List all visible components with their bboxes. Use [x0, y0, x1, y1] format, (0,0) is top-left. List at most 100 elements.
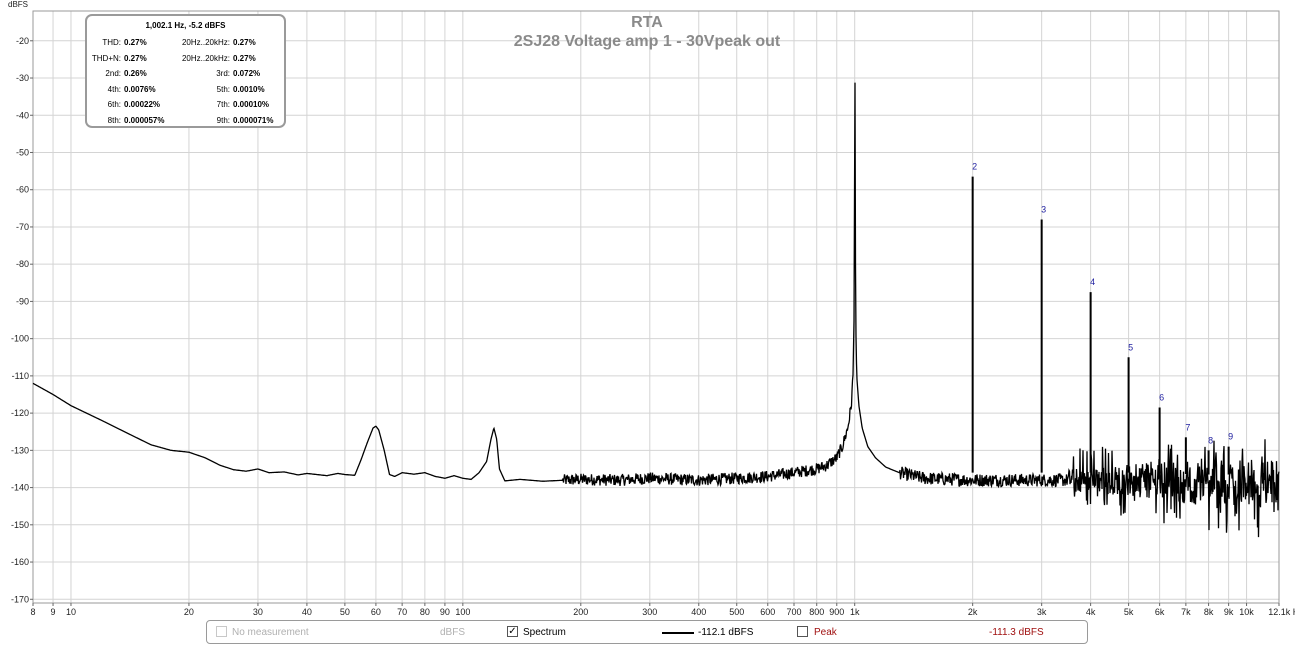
y-tick-label: -120	[11, 408, 29, 418]
y-tick-label: -160	[11, 557, 29, 567]
x-tick-label: 50	[340, 607, 350, 617]
x-tick-label: 8k	[1204, 607, 1214, 617]
stats-left-value: 0.26%	[124, 69, 147, 78]
y-tick-label: -70	[16, 222, 29, 232]
unit-label: dBFS	[440, 627, 466, 638]
stats-left-label: THD+N:	[91, 53, 121, 63]
x-tick-label: 7k	[1181, 607, 1191, 617]
stats-right-label: 9th:	[216, 115, 230, 125]
stats-right-value: 0.0010%	[233, 84, 265, 94]
x-tick-label: 600	[760, 607, 775, 617]
distortion-stats-panel[interactable]: 1,002.1 Hz, -5.2 dBFS THD: 0.27% 20Hz..20k…	[85, 14, 286, 128]
spectrum-checkbox[interactable]: ✓	[507, 626, 518, 637]
harmonic-label: 3	[1041, 205, 1046, 215]
x-tick-label: 300	[642, 607, 657, 617]
plot-frame	[32, 10, 1280, 604]
stats-right-value: 0.27%	[233, 53, 256, 63]
stats-right-value: 0.072%	[233, 69, 261, 78]
harmonic-label: 8	[1208, 435, 1213, 445]
y-tick-label: -30	[16, 73, 29, 83]
y-tick-label: -170	[11, 594, 29, 604]
x-tick-label: 90	[440, 607, 450, 617]
x-tick-label: 12.1k Hz	[1268, 607, 1295, 617]
x-tick-label: 9k	[1224, 607, 1234, 617]
stats-row: 4th: 0.0076% 5th: 0.0010%	[87, 85, 284, 97]
stats-row: THD: 0.27% 20Hz..20kHz: 0.27%	[87, 38, 284, 50]
y-tick-label: -130	[11, 445, 29, 455]
stats-right-label: 20Hz..20kHz:	[181, 53, 230, 63]
y-axis-ticks: -20 -30 -40 -50 -60 -70 -80 -90 -100 -110 -120 -130…	[11, 36, 33, 604]
x-tick-label: 700	[786, 607, 801, 617]
peak-label: Peak	[814, 627, 837, 638]
harmonic-label: 7	[1185, 422, 1190, 432]
rta-chart[interactable]: -20 -30 -40 -50 -60 -70 -80 -90 -100 -110 -120 -130…	[0, 0, 1295, 620]
stats-left-value: 0.000057%	[124, 115, 165, 125]
spectrum-line	[32, 82, 1280, 538]
chart-subtitle: 2SJ28 Voltage amp 1 - 30Vpeak out	[514, 33, 781, 50]
y-tick-label: -110	[12, 371, 29, 381]
stats-right-label: 5th:	[216, 84, 230, 94]
stats-row: 8th: 0.000057% 9th: 0.000071%	[87, 116, 284, 128]
harmonic-label: 2	[972, 162, 977, 172]
x-tick-label: 6k	[1155, 607, 1165, 617]
stats-left-label: THD:	[102, 38, 121, 47]
y-tick-label: -20	[16, 36, 29, 46]
stats-left-label: 8th:	[107, 115, 121, 125]
x-tick-label: 500	[729, 607, 744, 617]
harmonic-label: 4	[1090, 277, 1095, 287]
harmonic-label: 6	[1159, 393, 1164, 403]
y-tick-label: -80	[16, 259, 29, 269]
y-axis-label: dBFS	[8, 0, 28, 9]
x-tick-label: 900	[829, 607, 844, 617]
stats-left-label: 6th:	[107, 100, 121, 109]
x-tick-label: 4k	[1086, 607, 1096, 617]
x-tick-label: 9	[51, 607, 56, 617]
stats-right-label: 20Hz..20kHz:	[181, 38, 230, 47]
y-tick-label: -50	[16, 147, 29, 157]
x-tick-label: 3k	[1037, 607, 1047, 617]
stats-left-value: 0.00022%	[124, 100, 161, 109]
peak-value: -111.3 dBFS	[989, 627, 1044, 638]
stats-right-label: 7th:	[216, 100, 230, 109]
spectrum-label: Spectrum	[523, 627, 566, 638]
y-tick-label: -150	[11, 520, 29, 530]
x-tick-label: 10k	[1239, 607, 1254, 617]
x-tick-label: 60	[371, 607, 381, 617]
stats-right-value: 0.000071%	[233, 115, 274, 125]
spectrum-value: -112.1 dBFS	[698, 627, 754, 638]
x-tick-label: 200	[573, 607, 588, 617]
harmonic-markers: 2 3 4 5 6 7 8 9	[971, 162, 1233, 475]
x-tick-label: 2k	[968, 607, 978, 617]
x-tick-label: 5k	[1124, 607, 1134, 617]
stats-row: THD+N: 0.27% 20Hz..20kHz: 0.27%	[87, 54, 284, 66]
stats-left-label: 4th:	[107, 84, 121, 94]
harmonic-label: 9	[1228, 432, 1233, 442]
y-tick-label: -100	[11, 334, 29, 344]
harmonic-label: 5	[1128, 342, 1133, 352]
x-tick-label: 30	[253, 607, 263, 617]
stats-right-value: 0.00010%	[233, 100, 270, 109]
y-tick-label: -140	[11, 483, 29, 493]
legend-bar: No measurement dBFS ✓ Spectrum -112.1 dB…	[206, 620, 1088, 644]
stats-row: 6th: 0.00022% 7th: 0.00010%	[87, 100, 284, 112]
x-tick-label: 800	[809, 607, 824, 617]
x-tick-label: 40	[302, 607, 312, 617]
no-measurement-checkbox[interactable]	[216, 626, 227, 637]
x-tick-label: 80	[420, 607, 430, 617]
y-tick-label: -90	[16, 296, 29, 306]
peak-checkbox[interactable]	[797, 626, 808, 637]
spectrum-line-swatch	[662, 632, 694, 634]
stats-left-value: 0.0076%	[124, 84, 156, 94]
x-tick-label: 70	[397, 607, 407, 617]
chart-title: RTA	[631, 14, 663, 31]
y-tick-label: -40	[16, 110, 29, 120]
no-measurement-label: No measurement	[232, 627, 309, 638]
stats-right-value: 0.27%	[233, 38, 256, 47]
x-tick-label: 10	[66, 607, 76, 617]
stats-left-value: 0.27%	[124, 53, 147, 63]
stats-header: 1,002.1 Hz, -5.2 dBFS	[145, 21, 226, 30]
x-tick-label: 100	[455, 607, 470, 617]
stats-row: 2nd: 0.26% 3rd: 0.072%	[87, 69, 284, 81]
x-tick-label: 1k	[850, 607, 860, 617]
stats-left-label: 2nd:	[105, 69, 121, 78]
